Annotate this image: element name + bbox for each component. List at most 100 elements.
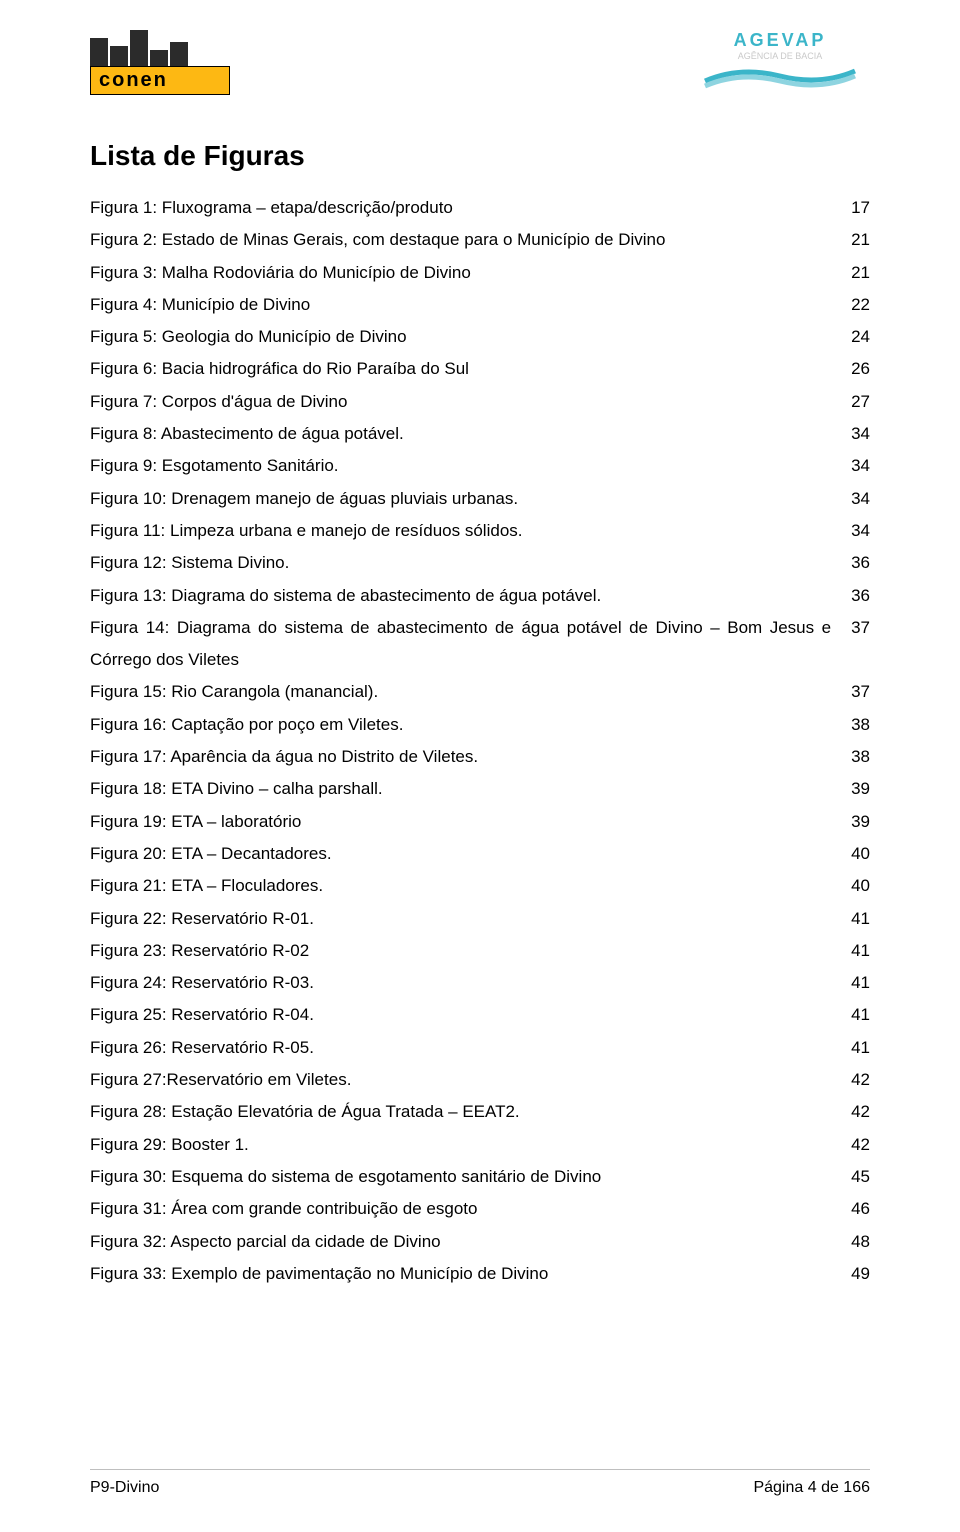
figure-entry: Figura 17: Aparência da água no Distrito… (90, 741, 870, 773)
figure-entry: Figura 24: Reservatório R-03.41 (90, 967, 870, 999)
entry-text: Figura 6: Bacia hidrográfica do Rio Para… (90, 353, 831, 385)
entry-text: Figura 23: Reservatório R-02 (90, 935, 831, 967)
figure-entry: Figura 22: Reservatório R-01.41 (90, 903, 870, 935)
entry-text: Figura 4: Município de Divino (90, 289, 831, 321)
entry-page: 41 (831, 999, 870, 1031)
entry-text: Figura 27:Reservatório em Viletes. (90, 1064, 831, 1096)
entry-page: 22 (831, 289, 870, 321)
figure-entry: Figura 12: Sistema Divino.36 (90, 547, 870, 579)
entry-page: 48 (831, 1226, 870, 1258)
entry-page: 17 (831, 192, 870, 224)
entry-text: Figura 26: Reservatório R-05. (90, 1032, 831, 1064)
entry-text: Figura 32: Aspecto parcial da cidade de … (90, 1226, 831, 1258)
figure-entry: Figura 23: Reservatório R-0241 (90, 935, 870, 967)
entry-text: Figura 17: Aparência da água no Distrito… (90, 741, 831, 773)
document-page: conen AGEVAP AGÊNCIA DE BACIA Lista de F… (0, 0, 960, 1532)
entry-page: 39 (831, 806, 870, 838)
entry-text: Figura 8: Abastecimento de água potável. (90, 418, 831, 450)
entry-text: Figura 25: Reservatório R-04. (90, 999, 831, 1031)
footer-right: Página 4 de 166 (753, 1479, 870, 1497)
figure-entry: Figura 8: Abastecimento de água potável.… (90, 418, 870, 450)
entry-page: 37 (831, 612, 870, 677)
figure-entry: Figura 32: Aspecto parcial da cidade de … (90, 1226, 870, 1258)
entry-page: 41 (831, 935, 870, 967)
entry-page: 38 (831, 709, 870, 741)
figure-entry: Figura 2: Estado de Minas Gerais, com de… (90, 224, 870, 256)
entry-page: 37 (831, 676, 870, 708)
figure-entry: Figura 20: ETA – Decantadores.40 (90, 838, 870, 870)
entry-text: Figura 21: ETA – Floculadores. (90, 870, 831, 902)
page-title: Lista de Figuras (90, 140, 870, 172)
entry-page: 42 (831, 1129, 870, 1161)
figure-entry: Figura 19: ETA – laboratório39 (90, 806, 870, 838)
entry-page: 41 (831, 903, 870, 935)
agevap-logo: AGEVAP AGÊNCIA DE BACIA (690, 30, 870, 100)
conen-logo-text: conen (90, 66, 230, 95)
figure-entry: Figura 33: Exemplo de pavimentação no Mu… (90, 1258, 870, 1290)
figure-entry: Figura 15: Rio Carangola (manancial).37 (90, 676, 870, 708)
figure-entry: Figura 26: Reservatório R-05.41 (90, 1032, 870, 1064)
figure-entry: Figura 18: ETA Divino – calha parshall.3… (90, 773, 870, 805)
wave-icon (700, 61, 860, 91)
figure-entry: Figura 13: Diagrama do sistema de abaste… (90, 580, 870, 612)
entry-page: 21 (831, 257, 870, 289)
figure-entry: Figura 1: Fluxograma – etapa/descrição/p… (90, 192, 870, 224)
agevap-logo-text: AGEVAP (734, 30, 827, 51)
entry-page: 26 (831, 353, 870, 385)
entry-text: Figura 3: Malha Rodoviária do Município … (90, 257, 831, 289)
figure-entry: Figura 6: Bacia hidrográfica do Rio Para… (90, 353, 870, 385)
entry-text: Figura 7: Corpos d'água de Divino (90, 386, 831, 418)
entry-text: Figura 11: Limpeza urbana e manejo de re… (90, 515, 831, 547)
entry-page: 42 (831, 1064, 870, 1096)
figure-entry: Figura 16: Captação por poço em Viletes.… (90, 709, 870, 741)
page-header: conen AGEVAP AGÊNCIA DE BACIA (90, 30, 870, 105)
entry-page: 40 (831, 870, 870, 902)
entry-page: 21 (831, 224, 870, 256)
figure-entry: Figura 21: ETA – Floculadores.40 (90, 870, 870, 902)
footer-left: P9-Divino (90, 1479, 159, 1497)
entry-page: 38 (831, 741, 870, 773)
figure-entry: Figura 30: Esquema do sistema de esgotam… (90, 1161, 870, 1193)
entry-page: 49 (831, 1258, 870, 1290)
agevap-logo-sub: AGÊNCIA DE BACIA (738, 51, 823, 61)
entry-text: Figura 33: Exemplo de pavimentação no Mu… (90, 1258, 831, 1290)
entry-page: 34 (831, 483, 870, 515)
figure-entry: Figura 28: Estação Elevatória de Água Tr… (90, 1096, 870, 1128)
entry-text: Figura 19: ETA – laboratório (90, 806, 831, 838)
entry-page: 40 (831, 838, 870, 870)
entry-text: Figura 12: Sistema Divino. (90, 547, 831, 579)
entry-page: 41 (831, 967, 870, 999)
entry-text: Figura 15: Rio Carangola (manancial). (90, 676, 831, 708)
entry-page: 46 (831, 1193, 870, 1225)
page-footer: P9-Divino Página 4 de 166 (90, 1479, 870, 1497)
figure-entry: Figura 11: Limpeza urbana e manejo de re… (90, 515, 870, 547)
figure-entry: Figura 27:Reservatório em Viletes.42 (90, 1064, 870, 1096)
entry-text: Figura 31: Área com grande contribuição … (90, 1193, 831, 1225)
entry-text: Figura 5: Geologia do Município de Divin… (90, 321, 831, 353)
figure-entry: Figura 5: Geologia do Município de Divin… (90, 321, 870, 353)
entry-text: Figura 9: Esgotamento Sanitário. (90, 450, 831, 482)
entry-text: Figura 30: Esquema do sistema de esgotam… (90, 1161, 831, 1193)
entry-text: Figura 18: ETA Divino – calha parshall. (90, 773, 831, 805)
entry-page: 27 (831, 386, 870, 418)
entry-text: Figura 20: ETA – Decantadores. (90, 838, 831, 870)
entry-text: Figura 22: Reservatório R-01. (90, 903, 831, 935)
conen-logo: conen (90, 30, 230, 90)
entry-page: 34 (831, 450, 870, 482)
figure-entry: Figura 3: Malha Rodoviária do Município … (90, 257, 870, 289)
figure-entry: Figura 25: Reservatório R-04.41 (90, 999, 870, 1031)
entry-page: 24 (831, 321, 870, 353)
figure-entry: Figura 29: Booster 1.42 (90, 1129, 870, 1161)
entry-text: Figura 29: Booster 1. (90, 1129, 831, 1161)
entry-text: Figura 13: Diagrama do sistema de abaste… (90, 580, 831, 612)
figure-entry: Figura 4: Município de Divino22 (90, 289, 870, 321)
entry-text: Figura 1: Fluxograma – etapa/descrição/p… (90, 192, 831, 224)
figure-entry: Figura 7: Corpos d'água de Divino27 (90, 386, 870, 418)
entry-page: 39 (831, 773, 870, 805)
entry-page: 34 (831, 515, 870, 547)
entry-text: Figura 16: Captação por poço em Viletes. (90, 709, 831, 741)
entry-text: Figura 2: Estado de Minas Gerais, com de… (90, 224, 831, 256)
entry-page: 42 (831, 1096, 870, 1128)
entry-page: 34 (831, 418, 870, 450)
entry-text: Figura 10: Drenagem manejo de águas pluv… (90, 483, 831, 515)
